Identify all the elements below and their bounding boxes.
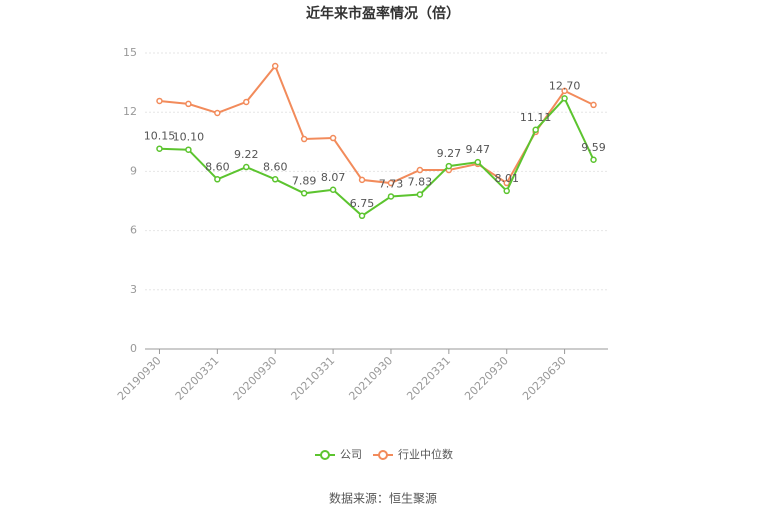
legend-marker (378, 450, 388, 460)
x-tick-label: 20190930 (115, 354, 164, 403)
source: 数据来源：恒生聚源 (329, 491, 437, 506)
y-tick-label: 3 (130, 283, 137, 296)
x-tick-label: 20200930 (231, 354, 280, 403)
data-label: 9.27 (437, 147, 462, 160)
point (416, 166, 424, 174)
data-label: 9.59 (581, 141, 606, 154)
y-tick-label: 0 (130, 342, 137, 355)
point (387, 193, 395, 200)
data-label: 7.89 (292, 174, 317, 187)
point (271, 176, 279, 183)
point (358, 176, 366, 184)
x-tick-label: 20210331 (289, 354, 338, 403)
point (214, 109, 221, 117)
point (300, 135, 308, 143)
data-label: 10.15 (144, 130, 176, 143)
point (561, 95, 568, 102)
data-label: 8.60 (263, 160, 288, 173)
x-tick-label: 20200331 (173, 354, 222, 403)
point (358, 212, 366, 220)
data-label: 6.75 (350, 197, 375, 210)
chart-title: 近年来市盈率情况（倍） (306, 5, 460, 22)
point (243, 163, 250, 171)
point (590, 156, 597, 164)
point (503, 179, 510, 187)
x-tick-label: 20220331 (404, 354, 453, 403)
legend-label: 行业中位数 (398, 447, 453, 461)
data-label: 8.60 (205, 160, 230, 173)
point (590, 101, 597, 109)
data-label: 10.10 (173, 131, 205, 144)
point (271, 62, 279, 70)
x-tick-label: 20220930 (462, 354, 511, 403)
data-label: 7.83 (408, 175, 433, 188)
point (416, 191, 424, 198)
y-tick-label: 6 (130, 224, 137, 237)
legend-label: 公司 (340, 448, 362, 461)
point (474, 158, 482, 166)
y-tick-label: 15 (123, 46, 137, 59)
point (329, 186, 337, 194)
point (185, 100, 192, 108)
point (387, 179, 395, 187)
x-tick-label: 20230630 (520, 354, 569, 403)
data-label: 8.01 (494, 172, 519, 185)
point (561, 87, 568, 95)
point (300, 190, 308, 197)
y-tick-label: 12 (123, 105, 137, 118)
point (532, 126, 539, 134)
data-label: 7.73 (379, 177, 404, 190)
series-line (159, 96, 595, 218)
y-tick-label: 9 (130, 164, 137, 177)
point (214, 176, 221, 183)
legend-marker (320, 450, 330, 460)
point (503, 187, 510, 195)
data-label: 9.47 (466, 143, 491, 156)
x-tick-label: 20210930 (346, 354, 395, 403)
point (329, 134, 337, 142)
point (156, 97, 163, 105)
data-label: 9.22 (234, 148, 259, 161)
point (185, 146, 192, 153)
point (156, 145, 163, 152)
data-label: 12.70 (549, 79, 581, 92)
data-label: 8.07 (321, 171, 346, 184)
point (243, 98, 250, 106)
point (445, 162, 453, 170)
series-line (159, 64, 594, 185)
data-label: 11.11 (520, 111, 552, 124)
